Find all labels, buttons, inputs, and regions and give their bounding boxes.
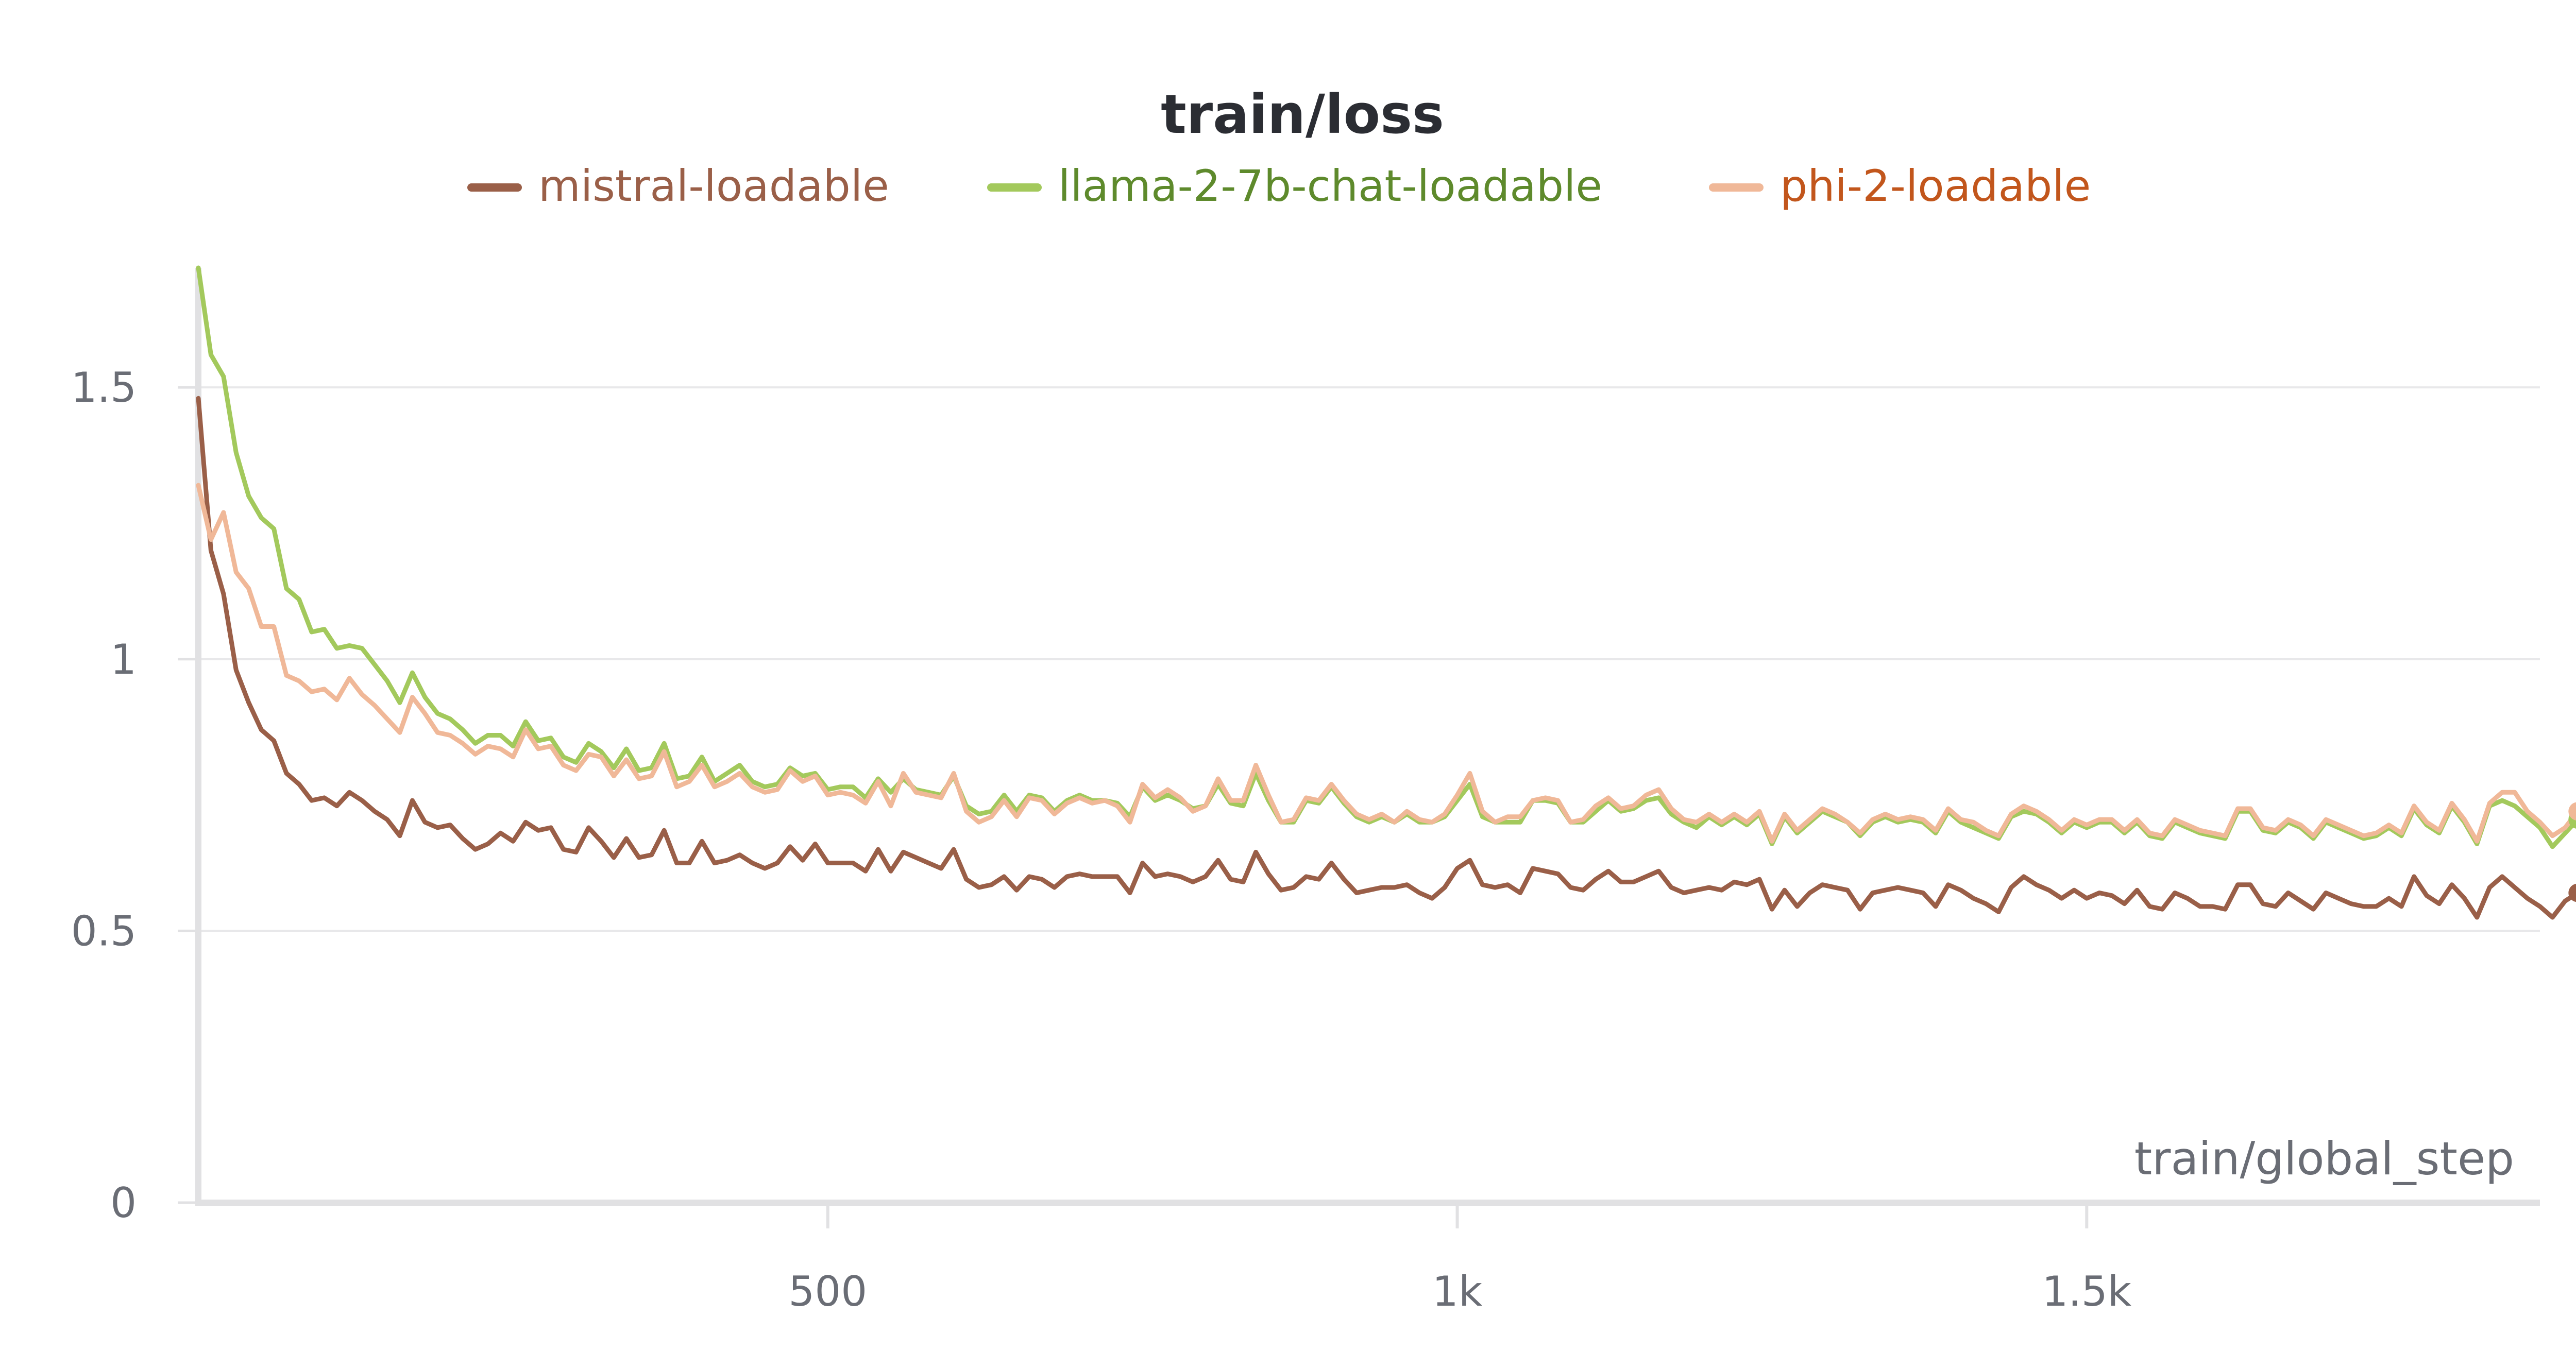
- x-tick-label: 500: [788, 1268, 867, 1315]
- y-tick-label: 0.5: [71, 907, 137, 955]
- legend-item[interactable]: llama-2-7b-chat-loadable: [987, 161, 1602, 211]
- legend-item[interactable]: phi-2-loadable: [1709, 161, 2091, 211]
- series-end-marker: [2568, 883, 2576, 902]
- legend-label: phi-2-loadable: [1780, 161, 2091, 211]
- series-end-marker: [2568, 802, 2576, 820]
- series-line-llama-2-7b-chat-loadable[interactable]: [196, 265, 2576, 849]
- chart-legend: mistral-loadable llama-2-7b-chat-loadable…: [467, 161, 2091, 211]
- legend-item[interactable]: mistral-loadable: [467, 161, 889, 211]
- x-tick-label: 1.5k: [2042, 1268, 2132, 1315]
- series-line-phi-2-loadable[interactable]: [196, 483, 2576, 844]
- x-axis-ticks: 500 1k 1.5k: [788, 1203, 2132, 1315]
- y-tick-label: 0: [110, 1179, 137, 1227]
- legend-label: mistral-loadable: [538, 161, 889, 211]
- legend-label: llama-2-7b-chat-loadable: [1058, 161, 1602, 211]
- chart-series: [196, 265, 2576, 920]
- chart-gridlines: [198, 386, 2540, 932]
- x-tick-label: 1k: [1432, 1268, 1483, 1315]
- chart-title: train/loss: [1161, 83, 1444, 146]
- series-line-mistral-loadable[interactable]: [196, 396, 2576, 920]
- x-axis-label: train/global_step: [2134, 1132, 2514, 1185]
- y-tick-label: 1.5: [71, 364, 137, 412]
- y-tick-label: 1: [110, 636, 137, 683]
- y-axis-ticks: 0 0.5 1 1.5: [71, 364, 198, 1227]
